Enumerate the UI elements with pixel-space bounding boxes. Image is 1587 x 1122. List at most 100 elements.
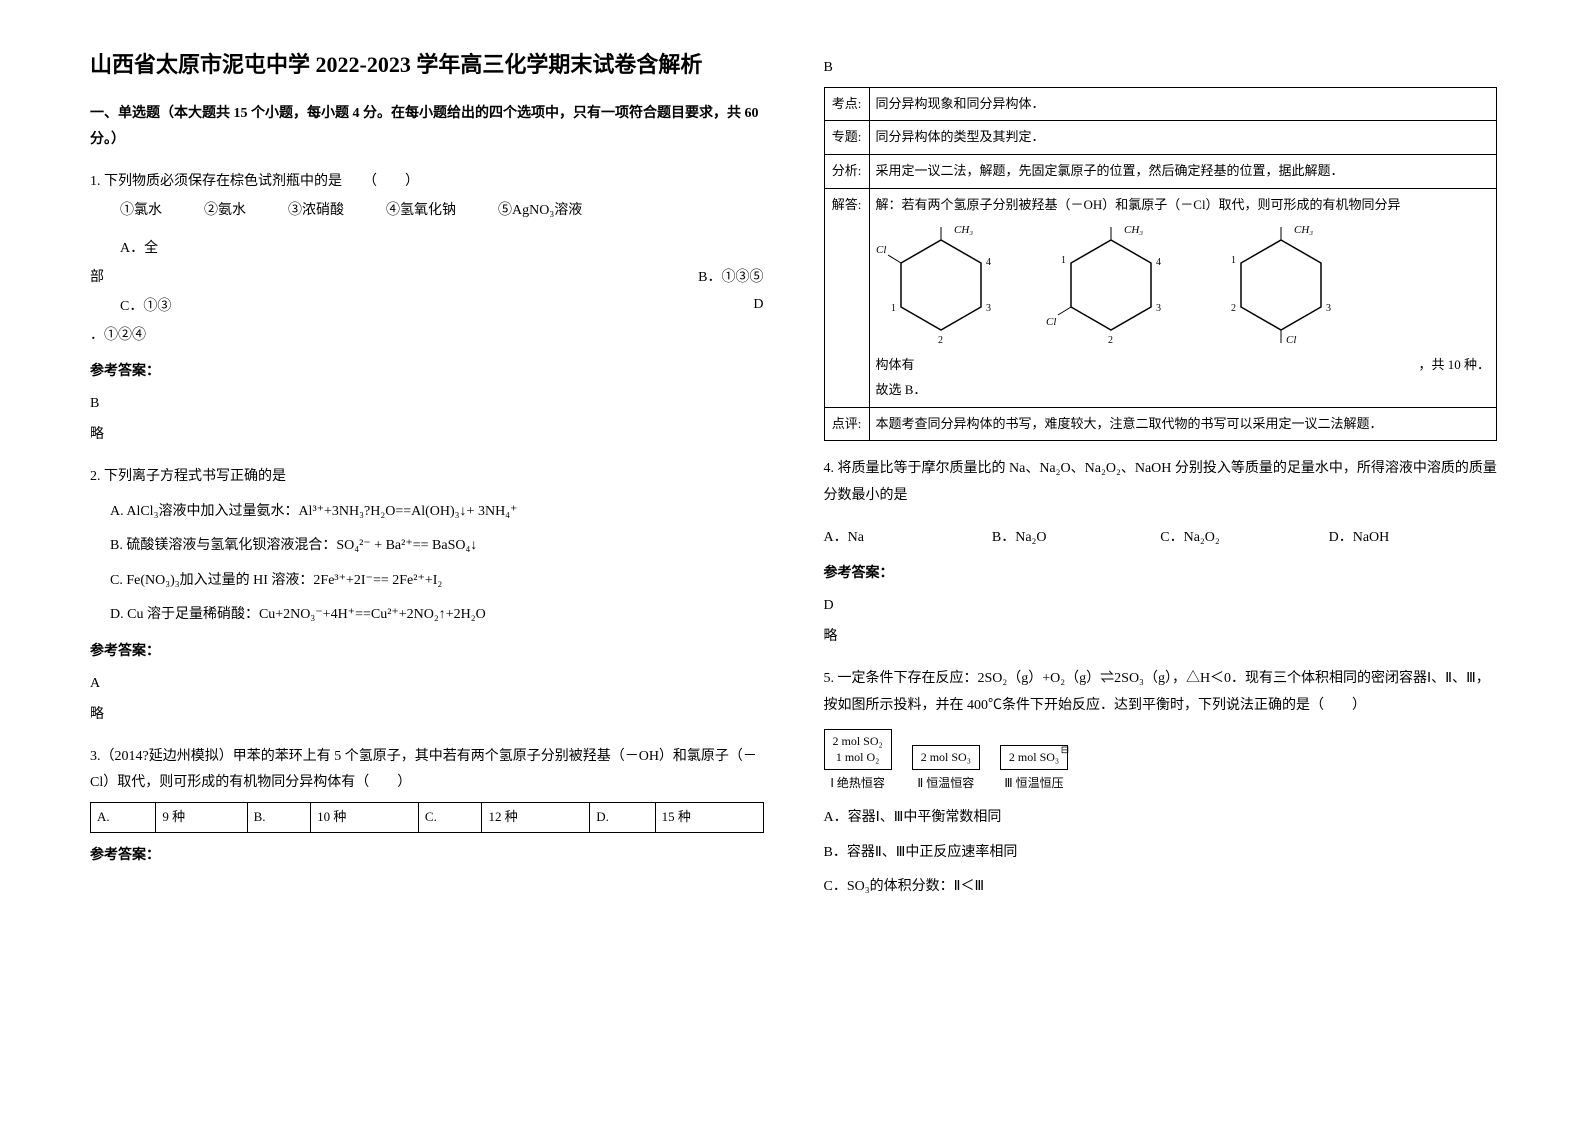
box1-line2: 1 mol O₂ — [833, 750, 883, 766]
q2-opt-d: D. Cu 溶于足量稀硝酸：Cu+2NO₃⁻+4H⁺==Cu²⁺+2NO₂↑+2… — [110, 602, 764, 629]
svg-text:CH₃: CH₃ — [1294, 225, 1313, 236]
q1-text: 1. 下列物质必须保存在棕色试剂瓶中的是 （ ） — [90, 169, 764, 196]
question-3: 3.（2014?延边州模拟）甲苯的苯环上有 5 个氢原子，其中若有两个氢原子分别… — [90, 744, 764, 833]
table-row: 解答: 解：若有两个氢原子分别被羟基（－OH）和氯原子（－Cl）取代，则可形成的… — [824, 188, 1497, 407]
section-header: 一、单选题（本大题共 15 个小题，每小题 4 分。在每小题给出的四个选项中，只… — [90, 101, 764, 154]
table-row: 专题: 同分异构体的类型及其判定． — [824, 121, 1497, 155]
answer-label-4: 参考答案： — [824, 561, 1498, 588]
svg-text:1: 1 — [1061, 255, 1066, 266]
svg-text:3: 3 — [1326, 303, 1331, 314]
q2-text: 2. 下列离子方程式书写正确的是 — [90, 464, 764, 491]
q4-note: 略 — [824, 624, 1498, 651]
q2-note: 略 — [90, 702, 764, 729]
svg-text:3: 3 — [986, 303, 991, 314]
page-title: 山西省太原市泥屯中学 2022-2023 学年高三化学期末试卷含解析 — [90, 50, 764, 81]
q3-options-table: A. 9 种 B. 10 种 C. 12 种 D. 15 种 — [90, 802, 764, 833]
q1-answer: B — [90, 391, 764, 418]
analysis-r3-text: 采用定一议二法，解题，先固定氯原子的位置，然后确定羟基的位置，据此解题． — [869, 154, 1497, 188]
analysis-table: 考点: 同分异构现象和同分异构体． 专题: 同分异构体的类型及其判定． 分析: … — [824, 87, 1498, 442]
box1-line1: 2 mol SO₂ — [833, 734, 883, 750]
q5-opt-b: B．容器Ⅱ、Ⅲ中正反应速率相同 — [824, 840, 1498, 867]
svg-text:2: 2 — [1231, 303, 1236, 314]
svg-text:1: 1 — [891, 303, 896, 314]
q3-opt-b-val: 10 种 — [311, 802, 419, 832]
analysis-r2-text: 同分异构体的类型及其判定． — [869, 121, 1497, 155]
q2-opt-b: B. 硫酸镁溶液与氢氧化钡溶液混合：SO₄²⁻ + Ba²⁺== BaSO₄↓ — [110, 533, 764, 560]
svg-text:CH₃: CH₃ — [1124, 225, 1143, 236]
q3-opt-c-label: C. — [418, 802, 482, 832]
q2-answer: A — [90, 671, 764, 698]
question-2: 2. 下列离子方程式书写正确的是 A. AlCl₃溶液中加入过量氨水：Al³⁺+… — [90, 464, 764, 629]
svg-text:2: 2 — [1108, 335, 1113, 345]
q2-opt-a: A. AlCl₃溶液中加入过量氨水：Al³⁺+3NH₃?H₂O==Al(OH)₃… — [110, 499, 764, 526]
diagram-1: 2 mol SO₂ 1 mol O₂ Ⅰ 绝热恒容 — [824, 729, 892, 795]
analysis-r1-text: 同分异构现象和同分异构体． — [869, 87, 1497, 121]
q4-opt-b: B．Na₂O — [992, 525, 1160, 552]
piston-icon: ⊟ — [1061, 744, 1069, 757]
right-column: B 考点: 同分异构现象和同分异构体． 专题: 同分异构体的类型及其判定． 分析… — [824, 50, 1498, 1072]
box2-label: Ⅱ 恒温恒容 — [912, 772, 980, 795]
hexagon-diagrams: CH₃ Cl 4 3 2 1 CH₃ Cl 1 — [876, 225, 1491, 345]
q3-opt-d-val: 15 种 — [655, 802, 763, 832]
q2-opt-c: C. Fe(NO₃)₃加入过量的 HI 溶液：2Fe³⁺+2I⁻== 2Fe²⁺… — [110, 568, 764, 595]
box3-label: Ⅲ 恒温恒压 — [1000, 772, 1068, 795]
question-5: 5. 一定条件下存在反应：2SO₂（g）+O₂（g）⇌2SO₃（g），△H＜0．… — [824, 666, 1498, 901]
q4-answer: D — [824, 593, 1498, 620]
table-row: 分析: 采用定一议二法，解题，先固定氯原子的位置，然后确定羟基的位置，据此解题． — [824, 154, 1497, 188]
box3-text: 2 mol SO₃ — [1009, 750, 1059, 764]
question-1: 1. 下列物质必须保存在棕色试剂瓶中的是 （ ） ①氯水 ②氨水 ③浓硝酸 ④氢… — [90, 169, 764, 349]
q3-opt-a-label: A. — [91, 802, 156, 832]
q1-opt-c: C．①③ — [120, 292, 171, 323]
q3-opt-b-label: B. — [247, 802, 311, 832]
question-4: 4. 将质量比等于摩尔质量比的 Na、Na₂O、Na₂O₂、NaOH 分别投入等… — [824, 456, 1498, 551]
svg-text:Cl: Cl — [1046, 316, 1056, 328]
q3-opt-a-val: 9 种 — [156, 802, 247, 832]
svg-text:4: 4 — [1156, 257, 1161, 268]
q1-opt-d: ．①②④ — [90, 323, 764, 350]
table-row: A. 9 种 B. 10 种 C. 12 种 D. 15 种 — [91, 802, 764, 832]
box2-text: 2 mol SO₃ — [912, 745, 980, 771]
q1-opt-d-prefix: D — [753, 292, 763, 323]
q5-text: 5. 一定条件下存在反应：2SO₂（g）+O₂（g）⇌2SO₃（g），△H＜0．… — [824, 666, 1498, 719]
analysis-r4-after2: ，共 10 种． — [1418, 353, 1490, 378]
svg-text:4: 4 — [986, 257, 991, 268]
q4-opt-c: C．Na₂O₂ — [1160, 525, 1328, 552]
q3-text: 3.（2014?延边州模拟）甲苯的苯环上有 5 个氢原子，其中若有两个氢原子分别… — [90, 744, 764, 797]
q5-opt-a: A．容器Ⅰ、Ⅲ中平衡常数相同 — [824, 805, 1498, 832]
hexagon-3: CH₃ Cl 1 2 3 — [1216, 225, 1346, 345]
hexagon-1: CH₃ Cl 4 3 2 1 — [876, 225, 1006, 345]
q4-text: 4. 将质量比等于摩尔质量比的 Na、Na₂O、Na₂O₂、NaOH 分别投入等… — [824, 456, 1498, 509]
analysis-r4-cell: 解：若有两个氢原子分别被羟基（－OH）和氯原子（－Cl）取代，则可形成的有机物同… — [869, 188, 1497, 407]
svg-text:1: 1 — [1231, 255, 1236, 266]
analysis-r5-label: 点评: — [824, 407, 869, 441]
analysis-r4-before: 解：若有两个氢原子分别被羟基（－OH）和氯原子（－Cl）取代，则可形成的有机物同… — [876, 193, 1491, 218]
q1-opt-a-suffix: 部 — [90, 265, 104, 292]
svg-text:3: 3 — [1156, 303, 1161, 314]
q4-opt-d: D．NaOH — [1329, 525, 1497, 552]
hexagon-2: CH₃ Cl 1 4 3 2 — [1046, 225, 1176, 345]
q3-opt-c-val: 12 种 — [482, 802, 590, 832]
q4-opt-a: A．Na — [824, 525, 992, 552]
q5-opt-c: C．SO₃的体积分数：Ⅱ＜Ⅲ — [824, 874, 1498, 901]
diagram-3: 2 mol SO₃ ⊟ Ⅲ 恒温恒压 — [1000, 745, 1068, 795]
analysis-r4-label: 解答: — [824, 188, 869, 407]
analysis-r3-label: 分析: — [824, 154, 869, 188]
q3-answer: B — [824, 55, 1498, 82]
q1-items: ①氯水 ②氨水 ③浓硝酸 ④氢氧化钠 ⑤AgNO₃溶液 — [120, 196, 764, 227]
analysis-r5-text: 本题考查同分异构体的书写，难度较大，注意二取代物的书写可以采用定一议二法解题． — [869, 407, 1497, 441]
answer-label-1: 参考答案： — [90, 359, 764, 386]
answer-label-3: 参考答案： — [90, 843, 764, 870]
answer-label-2: 参考答案： — [90, 639, 764, 666]
q5-diagrams: 2 mol SO₂ 1 mol O₂ Ⅰ 绝热恒容 2 mol SO₃ Ⅱ 恒温… — [824, 729, 1498, 795]
svg-text:2: 2 — [938, 335, 943, 345]
q1-opt-b: B．①③⑤ — [698, 265, 763, 292]
table-row: 考点: 同分异构现象和同分异构体． — [824, 87, 1497, 121]
analysis-r2-label: 专题: — [824, 121, 869, 155]
analysis-r1-label: 考点: — [824, 87, 869, 121]
q3-opt-d-label: D. — [590, 802, 655, 832]
analysis-r4-after1: 构体有 — [876, 353, 915, 378]
q1-note: 略 — [90, 422, 764, 449]
left-column: 山西省太原市泥屯中学 2022-2023 学年高三化学期末试卷含解析 一、单选题… — [90, 50, 764, 1072]
table-row: 点评: 本题考查同分异构体的书写，难度较大，注意二取代物的书写可以采用定一议二法… — [824, 407, 1497, 441]
svg-text:CH₃: CH₃ — [954, 225, 973, 236]
